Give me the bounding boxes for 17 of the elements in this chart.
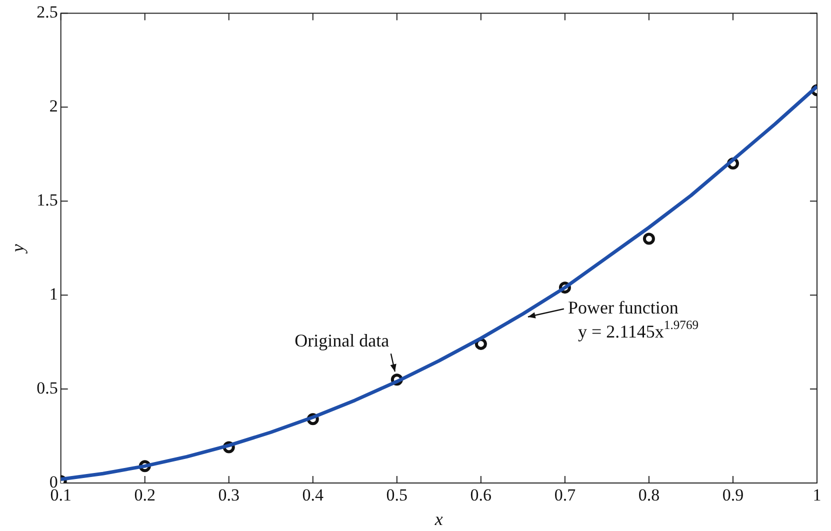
x-tick-label: 0.9 [722, 486, 744, 505]
y-tick-label: 1.5 [36, 190, 58, 210]
x-tick-label: 0.4 [302, 486, 324, 505]
y-tick-label: 2 [49, 96, 58, 116]
x-tick-label: 0.7 [554, 486, 576, 505]
x-tick-label: 1 [812, 486, 822, 505]
y-tick-label: 1 [49, 284, 58, 304]
annotation: Original data [294, 330, 390, 350]
x-tick-label: 0.2 [134, 486, 156, 505]
y-axis-title: y [8, 244, 28, 254]
x-tick-label: 0.6 [470, 486, 492, 505]
y-tick-label: 2.5 [36, 2, 58, 22]
x-tick-label: 0.3 [218, 486, 240, 505]
x-tick-label: 0.8 [638, 486, 660, 505]
y-tick-label: 0.5 [36, 378, 58, 398]
x-axis-title: x [434, 508, 443, 529]
x-tick-label: 0.5 [386, 486, 408, 505]
